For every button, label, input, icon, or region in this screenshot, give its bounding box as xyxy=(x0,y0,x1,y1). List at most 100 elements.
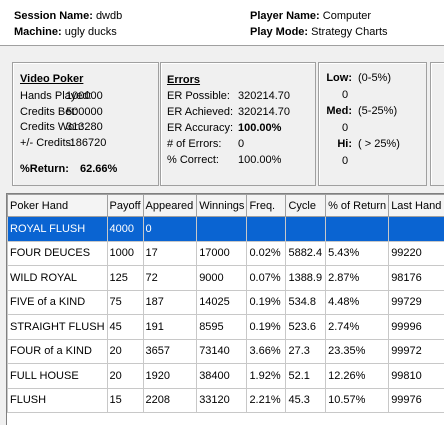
stat-value: 100.00% xyxy=(238,122,282,134)
range-span: ( > 25%) xyxy=(358,138,400,150)
table-cell: 9000 xyxy=(196,265,248,291)
table-cell: 72 xyxy=(142,265,198,291)
table-cell: WILD ROYAL xyxy=(7,265,108,291)
table-cell: FOUR of a KIND xyxy=(7,338,108,364)
table-cell: 99972 xyxy=(388,338,444,364)
range-span: (5-25%) xyxy=(358,105,398,117)
table-cell: 14025 xyxy=(196,289,248,315)
table-cell: 45 xyxy=(106,314,144,340)
table-cell: 2.87% xyxy=(325,265,390,291)
header-field: Player Name: Computer xyxy=(250,10,371,23)
panel-title: Errors xyxy=(167,74,201,86)
field-value: Strategy Charts xyxy=(311,26,388,38)
table-cell: 1388.9 xyxy=(285,265,327,291)
stat-value: 313280 xyxy=(66,121,103,133)
table-cell: 27.3 xyxy=(285,338,327,364)
return-value: 62.66% xyxy=(80,163,118,175)
stat-label: Hands Played: xyxy=(20,90,92,102)
table-cell: 52.1 xyxy=(285,363,327,389)
table-cell: 99996 xyxy=(388,314,444,340)
table-cell: 99220 xyxy=(388,240,444,266)
table-row[interactable]: WILD ROYAL 125 72 9000 0.07% 1388.9 2.87% 98176 xyxy=(7,265,444,291)
stat-label: Credits Bet: xyxy=(20,105,78,118)
range-count: 0 xyxy=(342,89,349,101)
table-cell: 99810 xyxy=(388,363,444,389)
table-cell: 99729 xyxy=(388,289,444,315)
table-cell: 12.26% xyxy=(325,363,390,389)
table-cell: 98176 xyxy=(388,265,444,291)
table-cell: 15 xyxy=(106,387,144,413)
return-label: %Return: xyxy=(20,163,69,175)
table-cell: FIVE of a KIND xyxy=(7,289,108,315)
session-header: Session Name: dwdb Machine: ugly ducks Pla… xyxy=(0,0,444,46)
table-cell: 20 xyxy=(106,363,144,389)
table-cell: 38400 xyxy=(196,363,248,389)
column-header: Poker Hand xyxy=(7,194,108,217)
empty-cell xyxy=(285,216,327,242)
column-header: Freq. xyxy=(246,194,287,217)
table-cell: 187 xyxy=(142,289,198,315)
empty-cell xyxy=(325,216,390,242)
table-cell: 75 xyxy=(106,289,144,315)
table-row[interactable]: STRAIGHT FLUSH 45 191 8595 0.19% 523.6 2.74% 99… xyxy=(7,314,444,340)
table-cell: 5882.4 xyxy=(285,240,327,266)
table-row[interactable]: FOUR of a KIND 20 3657 73140 3.66% 27.3 23.35%… xyxy=(7,338,444,364)
column-header: Winnings xyxy=(196,194,248,217)
hands-table-container: Poker Hand Payoff Appeared Winnings Freq. Cyc… xyxy=(6,193,444,425)
stat-label: # of Errors: xyxy=(167,138,222,150)
table-cell: ROYAL FLUSH xyxy=(7,216,108,242)
table-row[interactable]: FLUSH 15 2208 33120 2.21% 45.3 10.57% 99976 xyxy=(7,387,444,413)
table-cell: STRAIGHT FLUSH xyxy=(7,314,108,340)
header-field: Session Name: dwdb xyxy=(14,10,122,23)
table-cell: 1.92% xyxy=(246,363,287,389)
table-cell: 523.6 xyxy=(285,314,327,340)
table-row[interactable]: FIVE of a KIND 75 187 14025 0.19% 534.8 4.48% 9… xyxy=(7,289,444,315)
table-cell: FLUSH xyxy=(7,387,108,413)
stat-value: 100.00% xyxy=(238,154,282,166)
table-row[interactable]: ROYAL FLUSH 4000 0 xyxy=(7,216,444,242)
empty-cell xyxy=(246,216,287,242)
header-field: Play Mode: Strategy Charts xyxy=(250,26,388,39)
stat-label: ER Accuracy: xyxy=(167,122,234,134)
video-poker-panel xyxy=(12,62,159,186)
table-cell: 2208 xyxy=(142,387,198,413)
field-value: ugly ducks xyxy=(64,26,117,38)
table-cell: 4000 xyxy=(106,216,144,242)
stat-value: 500000 xyxy=(66,105,103,118)
range-label: Low: xyxy=(326,72,352,84)
stat-label: ER Possible: xyxy=(167,90,230,102)
field-label: Player Name: xyxy=(250,10,320,22)
table-cell: 0.19% xyxy=(246,289,287,315)
table-cell: 2.21% xyxy=(246,387,287,413)
stat-value: 0 xyxy=(238,138,245,150)
stat-value: 100000 xyxy=(66,90,103,102)
stat-label: +/- Credits: xyxy=(20,136,75,149)
table-cell: 33120 xyxy=(196,387,248,413)
column-header: Cycle xyxy=(285,194,327,217)
table-cell: 0.19% xyxy=(246,314,287,340)
table-cell: 2.74% xyxy=(325,314,390,340)
table-cell: 1920 xyxy=(142,363,198,389)
table-cell: 73140 xyxy=(196,338,248,364)
stat-label: ER Achieved: xyxy=(167,106,234,118)
table-cell: 3657 xyxy=(142,338,198,364)
table-row[interactable]: FOUR DEUCES 1000 17 17000 0.02% 5882.4 5.43% 99… xyxy=(7,240,444,266)
stat-label: % Correct: xyxy=(167,154,219,166)
field-label: Machine: xyxy=(14,26,62,38)
column-header: Last Hand xyxy=(388,194,444,217)
header-row: Poker Hand Payoff Appeared Winnings Freq. Cyc… xyxy=(7,194,444,217)
table-cell: 8595 xyxy=(196,314,248,340)
table-cell: 0.07% xyxy=(246,265,287,291)
edge-panel xyxy=(430,62,444,186)
table-row[interactable]: FULL HOUSE 20 1920 38400 1.92% 52.1 12.26% 9981… xyxy=(7,363,444,389)
stat-value: 320214.70 xyxy=(238,106,290,118)
table-cell: 1000 xyxy=(106,240,144,266)
range-count: 0 xyxy=(342,122,349,134)
stat-value: 320214.70 xyxy=(238,90,290,102)
column-header: % of Return xyxy=(325,194,390,217)
empty-cell xyxy=(196,216,248,242)
table-cell: 534.8 xyxy=(285,289,327,315)
table-cell: 10.57% xyxy=(325,387,390,413)
column-header: Payoff xyxy=(106,194,144,217)
